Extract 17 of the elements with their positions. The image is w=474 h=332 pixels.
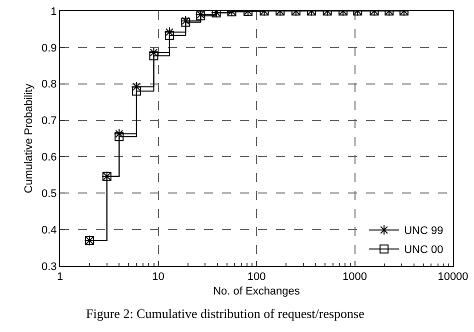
y-tick-label: 0.7 [42, 115, 57, 128]
y-tick-label: 0.8 [42, 78, 57, 91]
x-tick-label: 100 [247, 271, 266, 284]
y-tick-label: 0.5 [42, 188, 57, 200]
y-tick-label: 0.3 [42, 260, 57, 273]
x-tick-label: 10 [152, 271, 164, 284]
x-tick-label: 1000 [342, 271, 367, 284]
y-axis-title: Cumulative Probability [23, 83, 36, 194]
caption: Figure 2: Cumulative distribution of request/response [86, 306, 365, 321]
y-tick-label: 1 [50, 6, 57, 18]
y-tick-label: 0.9 [42, 42, 57, 54]
legend-label: UNC 99 [404, 225, 444, 238]
y-tick-label: 0.6 [42, 152, 57, 164]
legend-label: UNC 00 [404, 244, 444, 256]
x-axis-title: No. of Exchanges [213, 285, 300, 298]
y-tick-label: 0.4 [42, 224, 57, 236]
x-tick-label: 10000 [438, 271, 468, 284]
